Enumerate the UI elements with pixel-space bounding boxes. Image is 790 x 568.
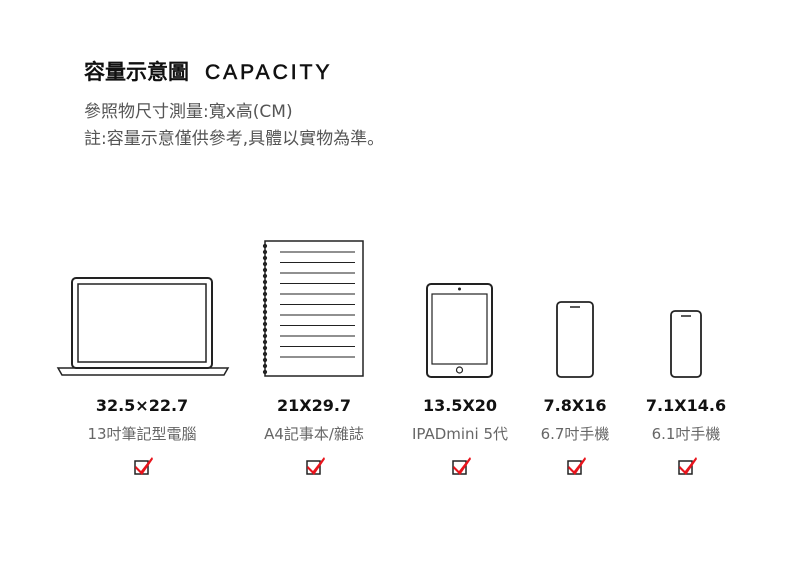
- checkmark-icon: [452, 457, 471, 475]
- tablet-icon: [426, 283, 493, 378]
- measurement-note: 參照物尺寸測量:寬x高(CM): [84, 102, 293, 122]
- checkmark-icon: [678, 457, 697, 475]
- disclaimer-note: 註:容量示意僅供參考,具體以實物為準。: [84, 129, 385, 149]
- checkmark-icon: [306, 457, 325, 475]
- checkmark-icon: [134, 457, 153, 475]
- item-size: 21X29.7: [276, 396, 352, 415]
- laptop-icon: [56, 277, 230, 376]
- title-zh: 容量示意圖: [84, 60, 189, 84]
- item-name: 6.7吋手機: [540, 425, 610, 443]
- checkmark-icon: [567, 457, 586, 475]
- phone-icon: [670, 310, 702, 378]
- notebook-icon: [262, 240, 364, 377]
- title-en: CAPACITY: [205, 61, 333, 85]
- page-title: 容量示意圖 CAPACITY: [84, 56, 332, 86]
- item-size: 32.5×22.7: [95, 396, 189, 415]
- item-size: 13.5X20: [422, 396, 498, 415]
- item-size: 7.1X14.6: [645, 396, 727, 415]
- phone-icon: [556, 301, 594, 378]
- item-name: 13吋筆記型電腦: [87, 425, 197, 443]
- item-size: 7.8X16: [543, 396, 607, 415]
- item-name: IPADmini 5代: [411, 425, 509, 443]
- item-name: 6.1吋手機: [651, 425, 721, 443]
- item-name: A4記事本/雜誌: [264, 425, 364, 443]
